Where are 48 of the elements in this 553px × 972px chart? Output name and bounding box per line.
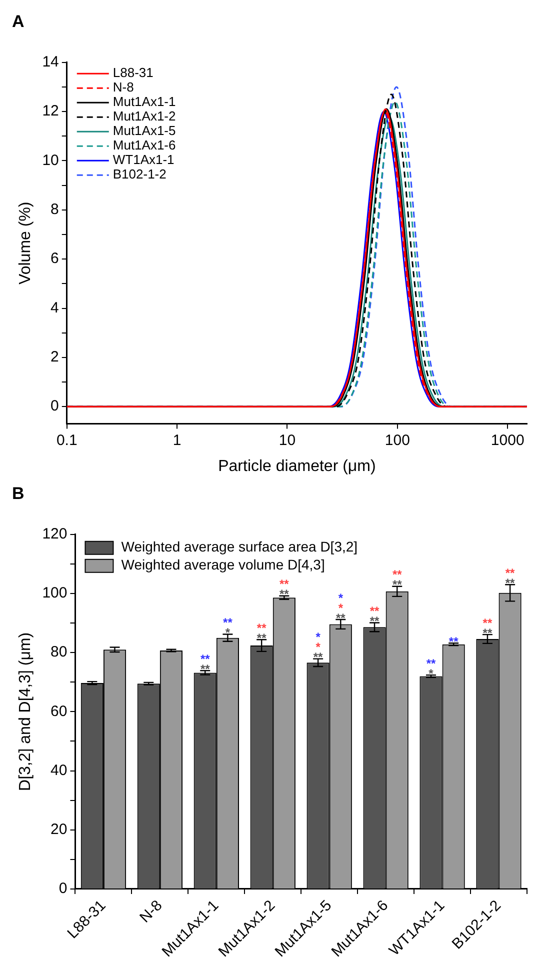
y-tick-label: 8 xyxy=(50,201,59,218)
legend-label: Mut1Ax1-5 xyxy=(112,123,176,138)
legend-label: Mut1Ax1-1 xyxy=(112,94,176,110)
legend-label: Mut1Ax1-6 xyxy=(112,138,176,153)
data-label: ** ** xyxy=(392,568,402,592)
y-tick-label: 12 xyxy=(42,102,59,120)
legend-label: WT1Ax1-1 xyxy=(112,152,174,168)
data-label: ** xyxy=(448,634,459,648)
data-label: * * ** xyxy=(336,590,346,625)
data-label: ** ** xyxy=(280,577,290,602)
data-label: ** * xyxy=(223,616,233,640)
y-tick-label: 60 xyxy=(50,702,68,720)
y-tick-label: 10 xyxy=(42,152,59,169)
data-label: ** ** xyxy=(482,616,492,640)
y-tick-label: 0 xyxy=(58,880,68,898)
y-tick-label: 80 xyxy=(50,644,68,661)
y-tick-label: 100 xyxy=(42,584,68,602)
legend-label: L88-31 xyxy=(112,65,154,80)
x-tick-label: 100 xyxy=(384,432,410,449)
data-label: ** * xyxy=(426,656,436,680)
x-tick-label: 1000 xyxy=(490,432,524,449)
y-tick-label: 2 xyxy=(50,348,59,366)
chart-title: B xyxy=(12,484,24,503)
x-tick-label: 1 xyxy=(172,432,182,449)
y-axis-title: Volume (%) xyxy=(17,202,34,284)
legend-label: Weighted average surface area D[3,2] xyxy=(121,538,358,554)
legend-label: Mut1Ax1-2 xyxy=(112,108,176,124)
chart-title: A xyxy=(12,12,24,31)
x-axis-title: Particle diameter (μm) xyxy=(218,458,376,475)
y-axis-title: D[3,2] and D[4,3] (μm) xyxy=(17,632,34,791)
data-label: ** ** xyxy=(505,566,516,590)
y-tick-label: 0 xyxy=(50,398,59,415)
y-tick-label: 6 xyxy=(50,250,59,268)
x-tick-label: 0.1 xyxy=(56,432,78,449)
y-tick-label: 4 xyxy=(50,299,59,316)
legend-label: Weighted average volume D[4,3] xyxy=(121,556,325,572)
y-tick-label: 14 xyxy=(42,54,59,71)
data-label: * * ** xyxy=(313,630,324,664)
legend-label: N-8 xyxy=(112,80,134,95)
x-tick-label: N-8 xyxy=(136,897,166,926)
data-label: ** ** xyxy=(256,620,267,645)
data-label: ** ** xyxy=(200,652,210,676)
y-tick-label: 20 xyxy=(50,821,68,838)
x-tick-label: 10 xyxy=(278,432,296,449)
y-tick-label: 40 xyxy=(50,762,68,779)
data-label: ** ** xyxy=(370,604,380,628)
legend-label: B102-1-2 xyxy=(112,166,166,182)
y-tick-label: 120 xyxy=(42,526,68,543)
